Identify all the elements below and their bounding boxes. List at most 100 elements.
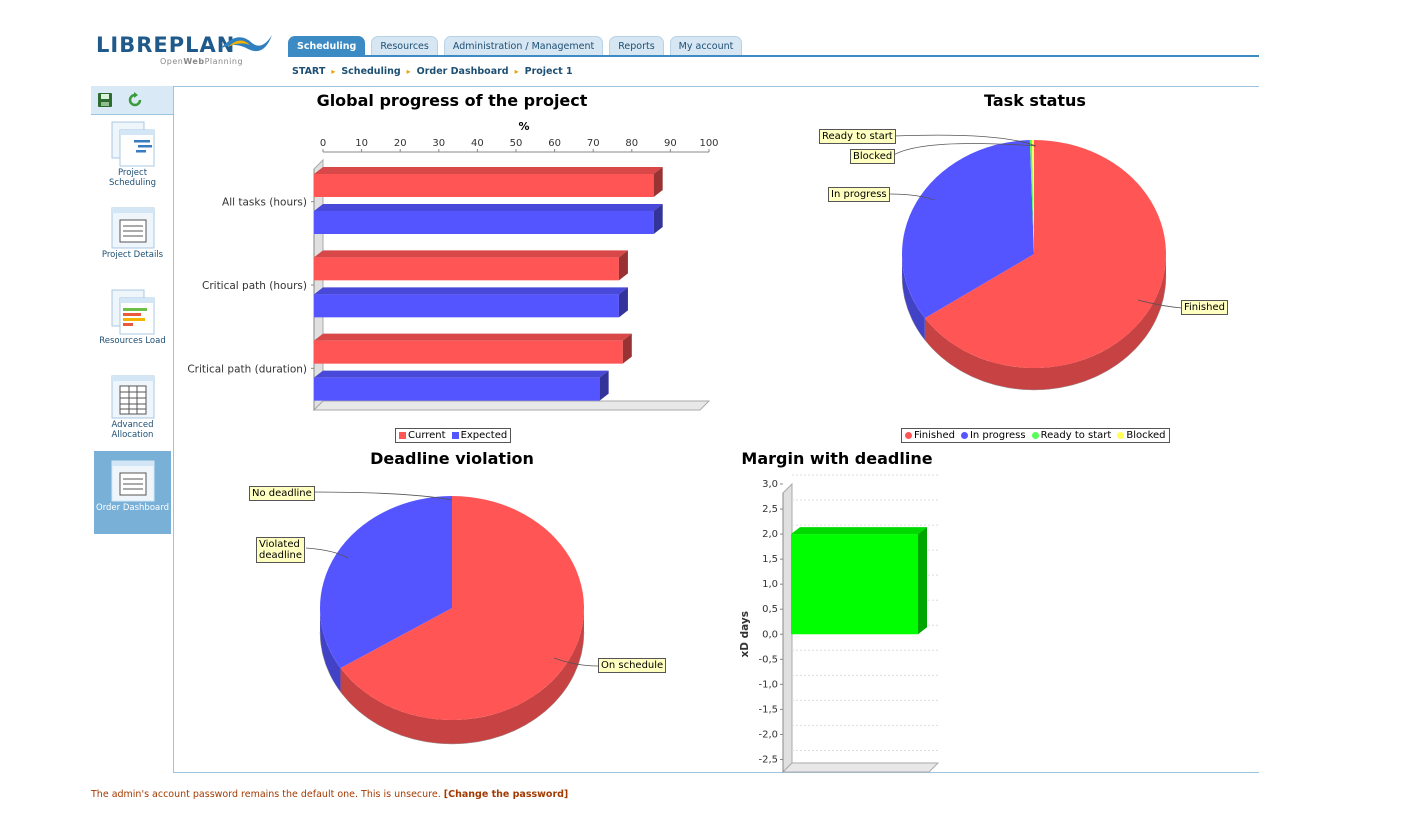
global-progress-legend: Current Expected xyxy=(395,428,512,443)
sidebar-item-order-dashboard[interactable]: Order Dashboard xyxy=(94,451,171,534)
callout-on-schedule: On schedule xyxy=(598,658,667,673)
sidebar-item-project-scheduling[interactable]: Project Scheduling xyxy=(94,120,171,196)
sidebar-item-advanced-allocation[interactable]: Advanced Allocation xyxy=(94,374,171,446)
x-tick-label: 100 xyxy=(699,138,718,149)
x-tick-label: 80 xyxy=(625,138,638,149)
axis-label-x: % xyxy=(518,120,529,133)
breadcrumb-arrow-icon: ▸ xyxy=(514,67,519,76)
breadcrumb-start[interactable]: START xyxy=(292,66,326,77)
leader-line-blocked xyxy=(891,143,1037,157)
axis-floor xyxy=(781,762,940,773)
logo-wordmark: LIBREPLAN xyxy=(96,33,236,57)
x-tick-label: 90 xyxy=(664,138,677,149)
reload-icon[interactable] xyxy=(127,92,143,108)
dashboard-icon xyxy=(111,460,154,502)
bar-top xyxy=(314,250,628,258)
gantt-icon xyxy=(111,121,154,167)
callout-finished: Finished xyxy=(1181,300,1228,315)
callout-in-progress: In progress xyxy=(828,187,890,202)
sidebar-item-label: Project Details xyxy=(101,250,164,260)
y-tick-label: -2,5 xyxy=(758,754,778,765)
legend-swatch xyxy=(960,432,968,439)
task-status-slice-side xyxy=(924,254,1166,390)
y-category-label: Critical path (duration) xyxy=(187,363,307,375)
legend-swatch xyxy=(451,432,459,439)
details-icon xyxy=(111,207,154,249)
x-tick-label: 50 xyxy=(510,138,523,149)
sidebar-item-label: Order Dashboard xyxy=(96,503,169,513)
axis-wall-left xyxy=(782,482,793,774)
y-tick-label: 1,5 xyxy=(762,554,778,565)
bar-side xyxy=(653,167,663,197)
y-tick-label: 2,0 xyxy=(762,529,778,540)
bar-side xyxy=(622,333,632,364)
breadcrumb: START ▸ Scheduling ▸ Order Dashboard ▸ P… xyxy=(292,66,573,77)
tab-administration[interactable]: Administration / Management xyxy=(443,36,604,56)
bar-top xyxy=(314,287,628,295)
leader-line-finished xyxy=(1137,299,1183,309)
chart-title-global-progress: Global progress of the project xyxy=(316,91,588,110)
bar-top xyxy=(314,167,663,174)
logo-swoosh-icon xyxy=(220,35,272,52)
bar-margin xyxy=(791,534,918,635)
breadcrumb-arrow-icon: ▸ xyxy=(331,67,336,76)
x-tick-label: 20 xyxy=(394,138,407,149)
task-status-slice xyxy=(902,140,1034,319)
tab-underline xyxy=(288,55,1259,57)
task-status-chart xyxy=(887,134,1183,391)
sidebar-item-project-details[interactable]: Project Details xyxy=(94,206,171,274)
deadline-slice xyxy=(320,496,452,669)
x-tick-label: 30 xyxy=(432,138,445,149)
y-tick-label: 1,0 xyxy=(762,579,778,590)
sidebar-item-label: Resources Load xyxy=(99,336,166,346)
sidebar-item-resources-load[interactable]: Resources Load xyxy=(94,288,171,364)
task-status-slice xyxy=(1031,140,1034,254)
resources-load-icon xyxy=(111,289,154,335)
bar-side xyxy=(918,527,927,635)
x-tick-label: 0 xyxy=(320,138,326,149)
chart-title-deadline-violation: Deadline violation xyxy=(370,449,534,468)
breadcrumb-order-dashboard[interactable]: Order Dashboard xyxy=(416,66,509,77)
y-category-label: Critical path (hours) xyxy=(202,280,307,292)
bar-side xyxy=(653,204,663,234)
pie-bottom-edge xyxy=(319,631,585,745)
tab-resources[interactable]: Resources xyxy=(371,36,438,56)
breadcrumb-scheduling[interactable]: Scheduling xyxy=(341,66,401,77)
logo-subtitle: OpenWebPlanning xyxy=(160,57,244,66)
y-tick-label: 2,5 xyxy=(762,504,778,515)
legend-item-current: Current xyxy=(399,430,446,441)
legend-swatch xyxy=(905,432,912,439)
y-tick-label: 3,0 xyxy=(762,479,778,490)
bar-expected xyxy=(314,294,619,318)
sidebar-item-label: Advanced Allocation xyxy=(111,420,154,440)
bar-side xyxy=(599,370,609,401)
change-password-link[interactable]: [Change the password] xyxy=(443,789,569,800)
legend-item-finished: Finished xyxy=(905,430,955,441)
bar-top xyxy=(791,527,927,535)
chart-title-margin-with-deadline: Margin with deadline xyxy=(741,449,933,468)
save-icon[interactable] xyxy=(97,92,113,108)
deadline-slice xyxy=(340,496,584,720)
breadcrumb-arrow-icon: ▸ xyxy=(406,67,411,76)
bar-current xyxy=(314,257,619,281)
leader-line-violated xyxy=(305,547,349,559)
callout-blocked: Blocked xyxy=(850,149,896,164)
tab-my-account[interactable]: My account xyxy=(669,36,743,56)
sidebar-item-label: Project Scheduling xyxy=(109,168,156,188)
tab-scheduling[interactable]: Scheduling xyxy=(288,36,366,56)
tab-reports[interactable]: Reports xyxy=(609,36,664,56)
y-tick-label: -2,0 xyxy=(758,729,778,740)
password-warning: The admin's account password remains the… xyxy=(91,789,569,800)
y-category-label: All tasks (hours) xyxy=(222,197,307,209)
bar-top xyxy=(314,333,632,341)
bar-current xyxy=(314,174,654,197)
perspectives-sidebar: Project Scheduling Project Details Resou… xyxy=(91,86,174,773)
breadcrumb-project: Project 1 xyxy=(524,66,573,77)
bar-expected xyxy=(314,211,654,234)
app-logo: LIBREPLAN OpenWebPlanning xyxy=(96,33,276,81)
main-tabs: Scheduling Resources Administration / Ma… xyxy=(288,36,743,56)
deadline-violation-chart xyxy=(305,491,599,745)
y-tick-label: -1,0 xyxy=(758,679,778,690)
sidebar-toolbar xyxy=(91,86,173,115)
deadline-slice-side xyxy=(340,610,584,744)
